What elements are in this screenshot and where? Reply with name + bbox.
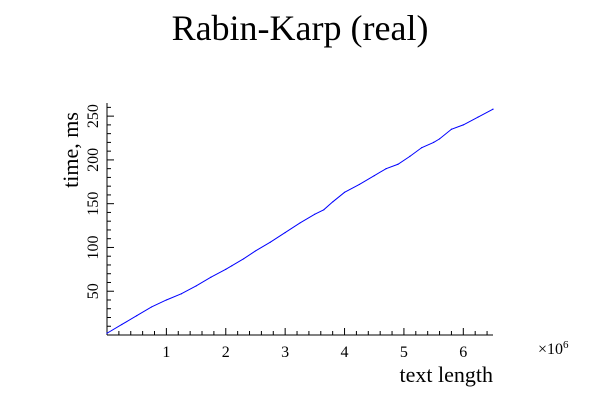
y-tick-label: 250: [85, 104, 102, 128]
data-point: [225, 268, 227, 270]
y-tick-label: 150: [85, 192, 102, 216]
y-tick-label: 200: [85, 148, 102, 172]
data-point: [165, 299, 167, 301]
series-line: [106, 108, 494, 334]
data-point: [231, 265, 233, 267]
axes: [106, 103, 493, 336]
data-point: [438, 138, 441, 140]
data-point: [150, 306, 153, 308]
y-tick-label: 50: [85, 283, 102, 299]
data-point: [180, 293, 182, 295]
data-point: [106, 332, 108, 334]
ticks: 1 2 3 4 5 6 50 100 150 200 250: [85, 104, 488, 361]
data-point: [323, 209, 325, 211]
y-axis-label: time, ms: [58, 112, 83, 188]
data-point: [332, 201, 334, 203]
data-point: [373, 175, 375, 177]
data-point: [242, 258, 245, 260]
series-group: [106, 108, 494, 334]
data-point: [299, 222, 301, 224]
data-point: [462, 124, 464, 126]
data-point: [409, 155, 411, 158]
data-point: [284, 231, 286, 234]
data-point: [210, 276, 212, 278]
data-point: [433, 141, 435, 143]
chart-title: Rabin-Karp (real): [172, 8, 429, 48]
data-point: [450, 128, 453, 130]
data-point: [358, 183, 360, 186]
data-point: [343, 191, 346, 193]
x-axis-multiplier-base: ×10: [538, 341, 563, 358]
x-tick-label: 4: [341, 344, 349, 361]
y-tick-label: 100: [85, 235, 102, 259]
data-point: [385, 168, 387, 170]
x-axis-label: text length: [400, 362, 493, 387]
x-axis-multiplier: ×106: [538, 339, 569, 358]
data-point: [121, 323, 123, 326]
data-point: [477, 116, 479, 118]
data-point: [195, 285, 197, 287]
data-point: [421, 147, 423, 149]
x-tick-label: 1: [162, 344, 170, 361]
data-point: [254, 250, 257, 252]
data-point: [492, 108, 494, 110]
x-axis-multiplier-exponent: 6: [563, 339, 569, 351]
x-tick-label: 3: [281, 344, 289, 361]
data-point: [397, 163, 399, 165]
data-point: [136, 315, 138, 317]
x-tick-label: 2: [222, 344, 230, 361]
data-point: [314, 213, 316, 215]
data-point: [269, 241, 271, 243]
x-tick-label: 5: [400, 344, 408, 361]
x-tick-label: 6: [459, 344, 467, 361]
